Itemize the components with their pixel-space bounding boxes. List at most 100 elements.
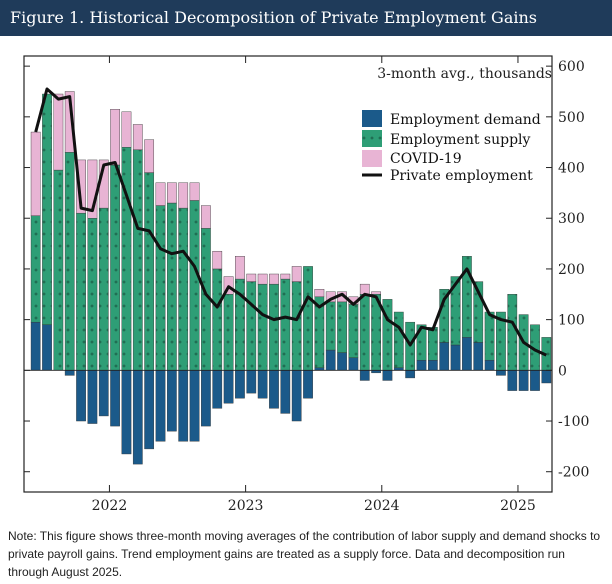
bar-supply xyxy=(64,152,75,371)
legend-swatch-supply xyxy=(362,130,382,147)
bar-covid xyxy=(121,111,132,148)
y-tick-label: 0 xyxy=(558,363,567,379)
bar-demand xyxy=(462,337,472,371)
units-label: 3-month avg., thousands xyxy=(377,66,552,82)
employment-decomposition-chart: -200 -100 0 100 200 300 400 500 600 2022 2023 2024… xyxy=(23,55,589,514)
bar-covid xyxy=(178,182,189,209)
bar-supply xyxy=(462,256,472,338)
legend-label-covid: COVID-19 xyxy=(390,151,462,167)
bar-supply xyxy=(166,202,177,371)
legend-swatch-covid xyxy=(362,150,382,167)
bar-supply xyxy=(291,281,302,371)
bar-covid xyxy=(359,283,370,295)
bar-demand xyxy=(541,370,552,384)
bar-demand xyxy=(325,349,336,371)
bar-supply xyxy=(144,172,155,371)
bar-demand xyxy=(144,370,155,450)
bar-demand xyxy=(87,370,98,424)
y-tick-label: -100 xyxy=(558,414,589,430)
bar-covid xyxy=(110,109,120,166)
bar-demand xyxy=(178,370,189,442)
x-tick-label: 2025 xyxy=(500,498,536,514)
bar-demand xyxy=(473,342,484,371)
bar-supply xyxy=(257,283,268,371)
y-axis: -200 -100 0 100 200 300 400 500 600 xyxy=(24,59,589,481)
bar-demand xyxy=(166,370,177,432)
bar-demand xyxy=(348,357,359,371)
bar-covid xyxy=(246,273,257,282)
bar-supply xyxy=(348,304,359,358)
y-tick-label: -200 xyxy=(558,465,589,481)
bar-demand xyxy=(76,370,86,422)
bar-supply xyxy=(76,212,86,371)
bar-demand xyxy=(507,370,518,391)
legend-label-demand: Employment demand xyxy=(390,112,541,128)
y-tick-label: 500 xyxy=(558,110,585,126)
bar-supply xyxy=(428,327,438,361)
bar-supply xyxy=(132,149,143,371)
bar-demand xyxy=(121,370,132,455)
bar-supply xyxy=(155,205,166,371)
bar-covid xyxy=(64,91,75,153)
bar-demand xyxy=(280,370,291,414)
bar-supply xyxy=(42,93,52,325)
bar-covid xyxy=(132,124,143,150)
y-tick-label: 300 xyxy=(558,211,585,227)
bar-demand xyxy=(110,370,120,427)
bar-demand xyxy=(201,370,211,427)
bar-supply xyxy=(246,281,257,371)
y-tick-label: 400 xyxy=(558,161,585,177)
bar-supply xyxy=(223,294,234,371)
bar-supply xyxy=(30,215,41,323)
bar-supply xyxy=(178,207,189,371)
bar-covid xyxy=(155,182,166,206)
bar-covid xyxy=(144,139,155,173)
bar-covid xyxy=(212,250,223,270)
bar-demand xyxy=(450,344,461,371)
bar-demand xyxy=(42,324,52,371)
bar-demand xyxy=(98,370,109,417)
bar-supply xyxy=(416,324,427,361)
bar-covid xyxy=(30,131,41,216)
bar-demand xyxy=(291,370,302,422)
x-tick-label: 2022 xyxy=(92,498,128,514)
bar-covid xyxy=(291,266,302,282)
y-tick-label: 600 xyxy=(558,59,585,75)
bar-supply xyxy=(393,311,404,368)
bar-demand xyxy=(235,370,245,399)
bar-demand xyxy=(189,370,200,442)
y-tick-label: 200 xyxy=(558,262,585,278)
bar-supply xyxy=(359,294,370,371)
bar-demand xyxy=(223,370,234,404)
bar-demand xyxy=(64,370,75,376)
bar-covid xyxy=(314,289,325,298)
bar-demand xyxy=(484,359,495,371)
legend-label-private-employment: Private employment xyxy=(390,168,533,184)
legend-swatch-demand xyxy=(362,110,382,127)
chart-area: -200 -100 0 100 200 300 400 500 600 2022 2023 2024… xyxy=(0,36,612,522)
bar-covid xyxy=(257,273,268,285)
bar-covid xyxy=(269,273,279,285)
bar-covid xyxy=(280,273,291,280)
bar-demand xyxy=(132,370,143,465)
bar-supply xyxy=(189,200,200,371)
bar-demand xyxy=(518,370,529,391)
bar-demand xyxy=(30,321,41,371)
bar-supply xyxy=(212,268,223,371)
bar-demand xyxy=(359,370,370,381)
bar-supply xyxy=(450,276,461,346)
bar-supply xyxy=(484,311,495,361)
bar-supply xyxy=(507,294,518,371)
x-axis: 2022 2023 2024 2025 xyxy=(92,56,536,514)
bar-demand xyxy=(212,370,223,409)
bar-demand xyxy=(303,370,313,399)
bar-demand xyxy=(246,370,257,394)
bar-supply xyxy=(87,218,98,371)
bar-demand xyxy=(416,359,427,371)
bar-demand xyxy=(405,370,416,379)
bar-demand xyxy=(382,370,393,381)
bar-demand xyxy=(155,370,166,442)
bar-demand xyxy=(530,370,540,391)
bar-supply xyxy=(303,266,313,371)
bar-covid xyxy=(189,182,200,201)
